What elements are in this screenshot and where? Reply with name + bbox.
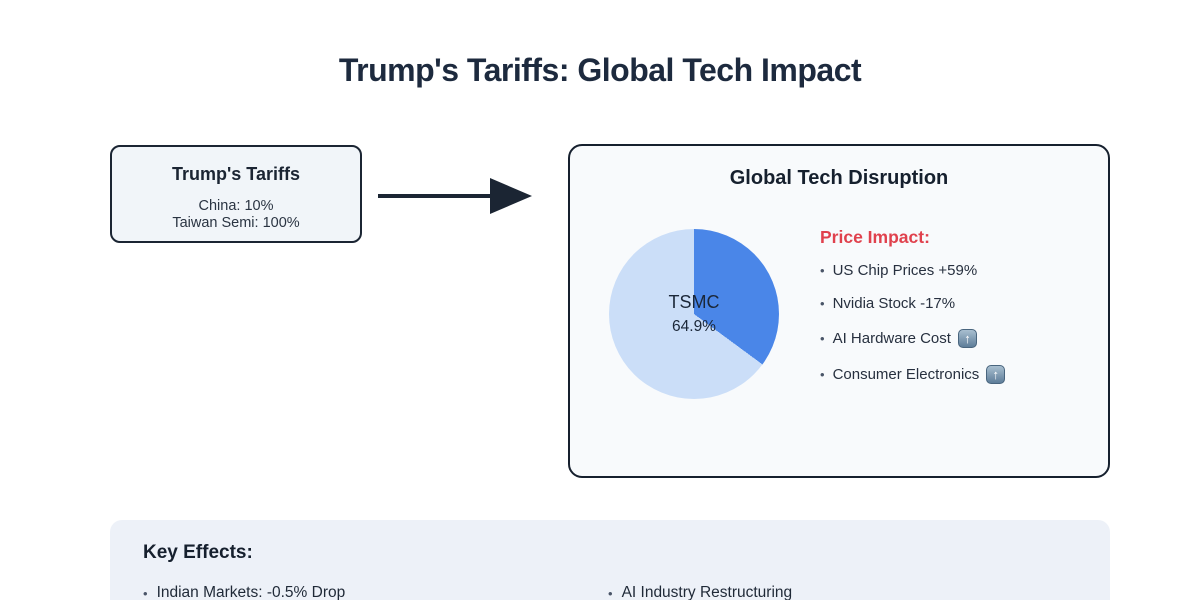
flow-arrow-icon (378, 178, 532, 214)
key-effect-label: AI Industry Restructuring (621, 584, 793, 600)
impact-item-nvidia-stock: • Nvidia Stock -17% (820, 296, 1005, 312)
source-box-lines: China: 10% Taiwan Semi: 100% (112, 198, 360, 231)
bullet-icon: • (608, 585, 613, 600)
key-effects-items: • Indian Markets: -0.5% Drop • AI Indust… (143, 584, 1077, 600)
bullet-icon: • (820, 263, 825, 278)
page-title: Trump's Tariffs: Global Tech Impact (338, 52, 862, 88)
source-box-title: Trump's Tariffs (172, 164, 300, 184)
impact-item-label: AI Hardware Cost (832, 329, 951, 347)
key-effects-panel: Key Effects: • Indian Markets: -0.5% Dro… (110, 520, 1110, 600)
bullet-icon: • (143, 585, 148, 600)
key-effect-item-ai-industry: • AI Industry Restructuring (608, 584, 1077, 600)
source-box: Trump's Tariffs China: 10% Taiwan Semi: … (110, 145, 362, 243)
tariff-line-taiwan: Taiwan Semi: 100% (172, 214, 300, 231)
up-arrow-emoji-icon: ↑ (957, 329, 977, 348)
disruption-card: Global Tech Disruption TSMC 64.9% Price … (568, 144, 1110, 478)
key-effect-label: Indian Markets: -0.5% Drop (156, 584, 346, 600)
key-effects-heading: Key Effects: (143, 542, 253, 563)
disruption-card-title: Global Tech Disruption (729, 167, 949, 189)
impact-item-consumer-electronics: • Consumer Electronics ↑ (820, 365, 1006, 384)
price-impact-list: Price Impact: • US Chip Prices +59% • Nv… (820, 227, 1006, 401)
bullet-icon: • (820, 296, 825, 311)
key-effect-item-indian-markets: • Indian Markets: -0.5% Drop (143, 584, 608, 600)
impact-item-chip-prices: • US Chip Prices +59% (820, 263, 1005, 279)
bullet-icon: • (820, 366, 825, 382)
price-impact-heading: Price Impact: (820, 227, 930, 247)
impact-item-ai-hardware: • AI Hardware Cost ↑ (820, 329, 1005, 348)
impact-item-label: Consumer Electronics (832, 365, 980, 383)
tariff-line-china: China: 10% (198, 198, 274, 214)
up-arrow-emoji-icon: ↑ (986, 365, 1006, 384)
impact-item-label: US Chip Prices +59% (832, 262, 978, 279)
pie-chart (609, 229, 779, 399)
bullet-icon: • (820, 330, 825, 346)
impact-item-label: Nvidia Stock -17% (832, 295, 956, 312)
